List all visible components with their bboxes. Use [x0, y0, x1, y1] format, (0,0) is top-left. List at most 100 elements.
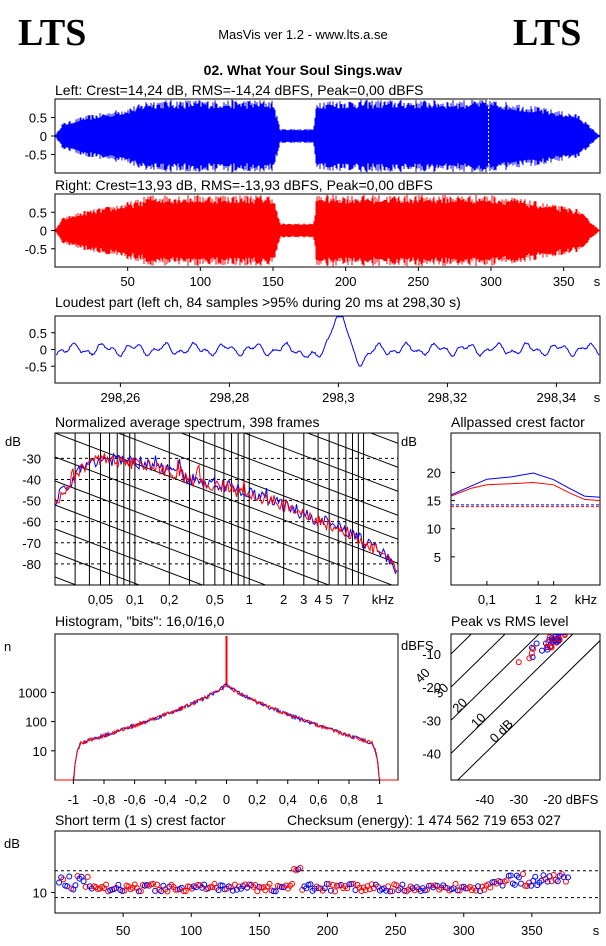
short-term-xtick-label: 300 [453, 923, 475, 938]
right-channel-title: Right: Crest=13,93 dB, RMS=-13,93 dBFS, … [55, 177, 433, 193]
peak-rms-ytick-label: -40 [422, 746, 441, 761]
spectrum-left-trace [55, 452, 398, 575]
waveform-xtick-label: 300 [480, 274, 502, 289]
spectrum-frame [54, 432, 399, 586]
histogram-xtick-label: 0,6 [309, 792, 327, 807]
histogram-xtick-label: 0 [223, 792, 230, 807]
loudest-part-trace [55, 316, 600, 367]
peak-rms-diagonal-label: 10 [468, 710, 489, 731]
peak-rms-ylabel: dBFS [401, 638, 434, 653]
allpassed-left-trace [450, 472, 601, 498]
allpassed-xtick-label: 1 [535, 592, 542, 607]
short-term-xtick-label: 50 [116, 923, 130, 938]
histogram-xtick-label: 0,4 [279, 792, 297, 807]
histogram-ytick-label: 100 [25, 715, 47, 730]
histogram-ytick-label: 10 [33, 744, 47, 759]
short-term-frame [54, 830, 601, 914]
loudest-xtick-label: 298,3 [322, 390, 355, 405]
peak-rms-diagonal-label: 0 dB [487, 716, 517, 746]
peak-rms-xlabel: dBFS [566, 792, 599, 807]
peak-rms-xtick-label: -30 [509, 792, 528, 807]
peak-rms-ytick-label: -20 [422, 680, 441, 695]
loudest-ytick-label: 0 [40, 343, 47, 358]
loudest-xtick-label: 298,28 [210, 390, 250, 405]
allpassed-frame [450, 432, 601, 586]
loudest-part-frame [54, 315, 601, 384]
histogram-xtick-label: 1 [376, 792, 383, 807]
spectrum-xtick-label: 3 [300, 592, 307, 607]
short-term-xtick-label: 350 [521, 923, 543, 938]
checksum-label: Checksum (energy): 1 474 562 719 653 027 [287, 812, 561, 828]
histogram-title: Histogram, "bits": 16,0/16,0 [55, 613, 225, 629]
histogram-xtick-label: 0,8 [340, 792, 358, 807]
spectrum-xtick-label: 1 [246, 592, 253, 607]
short-term-xtick-label: 150 [249, 923, 271, 938]
left-channel-title: Left: Crest=14,24 dB, RMS=-14,24 dBFS, P… [55, 82, 424, 98]
loudest-part-title: Loudest part (left ch, 84 samples >95% d… [55, 294, 461, 310]
short-term-xunit-label: s [593, 923, 600, 938]
short-term-title: Short term (1 s) crest factor [55, 812, 226, 828]
waveform-xtick-label: 350 [553, 274, 575, 289]
short-term-points [56, 864, 571, 895]
histogram-xtick-label: -0,2 [185, 792, 207, 807]
loudest-xtick-label: 298,26 [101, 390, 141, 405]
histogram-right-trace [55, 682, 398, 781]
allpassed-ytick-label: 20 [427, 465, 441, 480]
histogram-xtick-label: -0,6 [123, 792, 145, 807]
spectrum-ytick-label: -50 [22, 494, 41, 509]
spectrum-xtick-label: 0,5 [206, 592, 224, 607]
histogram-xtick-label: -0,4 [154, 792, 176, 807]
peak-rms-points [515, 634, 570, 666]
spectrum-ylabel: dB [5, 434, 21, 449]
spectrum-title: Normalized average spectrum, 398 frames [55, 414, 320, 430]
waveform-left-ytick-label: -0.5 [25, 148, 47, 163]
spectrum-ytick-label: -80 [22, 557, 41, 572]
allpassed-title: Allpassed crest factor [451, 414, 585, 430]
waveform-right-trace [55, 194, 600, 267]
histogram-left-trace [55, 682, 398, 781]
waveform-left-ytick-label: 0 [40, 129, 47, 144]
spectrum-xtick-label: 0,05 [88, 592, 113, 607]
spectrum-ytick-label: -40 [22, 472, 41, 487]
short-term-xtick-label: 100 [180, 923, 202, 938]
spectrum-xtick-label: 0,1 [126, 592, 144, 607]
histogram-xtick-label: -1 [68, 792, 80, 807]
short-term-xtick-label: 250 [385, 923, 407, 938]
short-term-ytick-label: 10 [33, 886, 47, 901]
waveform-right-ytick-label: 0 [40, 224, 47, 239]
peak-rms-diagonals [451, 634, 600, 780]
peak-rms-diagonal-label: 20 [449, 695, 470, 716]
spectrum-xtick-label: 4 [314, 592, 321, 607]
spectrum-xtick-label: 7 [342, 592, 349, 607]
spectrum-ytick-label: -70 [22, 536, 41, 551]
allpassed-xlabel: kHz [575, 592, 597, 607]
peak-rms-ytick-label: -30 [422, 713, 441, 728]
allpassed-xtick-label: 2 [550, 592, 557, 607]
peak-rms-xtick-label: -20 [543, 792, 562, 807]
allpassed-ylabel: dB [401, 434, 417, 449]
spectrum-right-trace [55, 453, 398, 573]
allpassed-right-trace [450, 481, 601, 502]
spectrum-xlabel: kHz [372, 592, 394, 607]
waveform-left-trace [55, 99, 600, 173]
logo-right: LTS [513, 12, 582, 54]
allpassed-ytick-label: 5 [434, 550, 441, 565]
short-term-ylabel: dB [4, 836, 20, 851]
loudest-ytick-label: 0.5 [29, 326, 47, 341]
waveform-left-ytick-label: 0.5 [29, 111, 47, 126]
histogram-ylabel: n [4, 639, 11, 654]
loudest-xunit-label: s [594, 390, 601, 405]
app-title: MasVis ver 1.2 - www.lts.a.se [218, 27, 388, 42]
loudest-ytick-label: -0.5 [25, 359, 47, 374]
waveform-xtick-label: 50 [120, 274, 134, 289]
spectrum-xtick-label: 0,2 [160, 592, 178, 607]
allpassed-ytick-label: 15 [427, 494, 441, 509]
waveform-xunit-label: s [594, 274, 601, 289]
peak-rms-ytick-label: -10 [422, 647, 441, 662]
histogram-xtick-label: -0,8 [93, 792, 115, 807]
loudest-xtick-label: 298,34 [537, 390, 577, 405]
waveform-xtick-label: 200 [335, 274, 357, 289]
peak-rms-frame [450, 633, 601, 781]
waveform-xtick-label: 150 [262, 274, 284, 289]
